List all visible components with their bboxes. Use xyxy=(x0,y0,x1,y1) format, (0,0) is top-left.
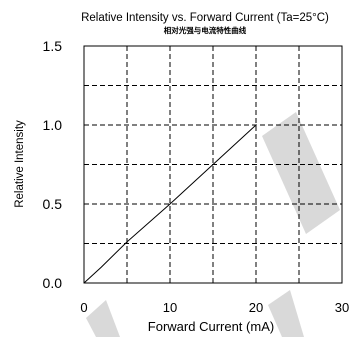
x-tick-label: 0 xyxy=(80,300,87,315)
y-axis-label: Relative Intensity xyxy=(14,120,26,208)
plot-frame xyxy=(83,45,343,284)
x-tick-label: 10 xyxy=(163,300,177,315)
chart-subtitle: 相对光强与电流特性曲线 xyxy=(164,25,247,35)
y-tick-label: 1.0 xyxy=(43,117,63,133)
x-tick-label: 20 xyxy=(249,300,263,315)
x-tick-labels: 0 10 20 30 xyxy=(80,300,349,315)
series-line xyxy=(83,124,257,284)
x-axis-label: Forward Current (mA) xyxy=(148,319,274,334)
y-tick-label: 1.5 xyxy=(43,38,63,54)
y-tick-label: 0.5 xyxy=(43,196,63,212)
y-tick-label: 0.0 xyxy=(43,275,63,291)
chart-title: Relative Intensity vs. Forward Current (… xyxy=(81,12,329,24)
x-tick-label: 30 xyxy=(335,300,349,315)
y-tick-labels: 0.0 0.5 1.0 1.5 xyxy=(43,38,63,291)
